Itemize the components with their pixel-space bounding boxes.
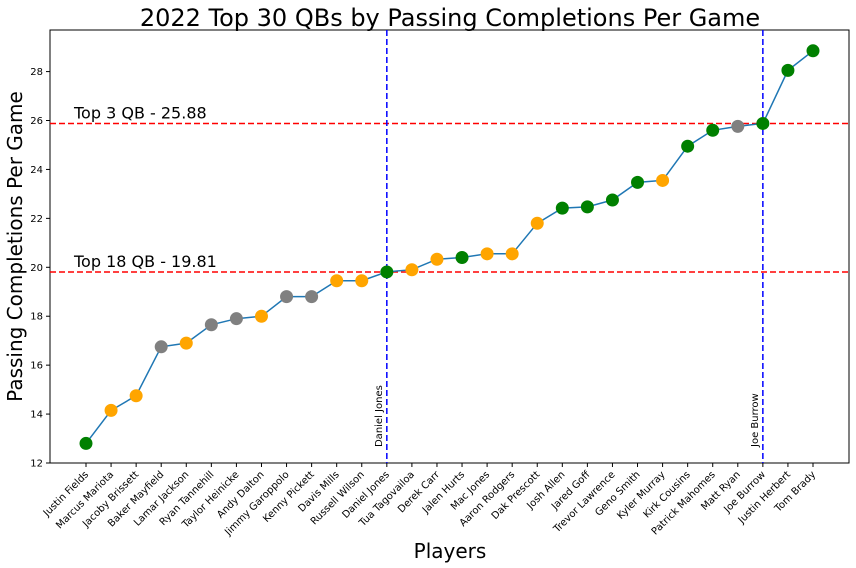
data-point bbox=[580, 200, 594, 214]
data-point bbox=[455, 251, 469, 265]
x-axis-label: Players bbox=[414, 539, 487, 563]
data-point bbox=[430, 252, 444, 266]
data-point bbox=[179, 336, 193, 350]
data-point bbox=[505, 247, 519, 261]
y-tick-label: 28 bbox=[30, 67, 43, 78]
data-point bbox=[380, 265, 394, 279]
vline-label: Daniel Jones bbox=[374, 385, 385, 447]
data-point bbox=[530, 216, 544, 230]
data-point bbox=[756, 116, 770, 130]
data-point bbox=[254, 309, 268, 323]
y-tick-label: 16 bbox=[30, 361, 43, 372]
y-tick-label: 18 bbox=[30, 312, 43, 323]
data-point bbox=[806, 44, 820, 58]
y-tick-label: 22 bbox=[30, 214, 43, 225]
y-tick-label: 20 bbox=[30, 263, 43, 274]
chart-title: 2022 Top 30 QBs by Passing Completions P… bbox=[140, 4, 760, 32]
data-point bbox=[355, 274, 369, 288]
y-tick-label: 24 bbox=[30, 165, 43, 176]
data-point bbox=[706, 123, 720, 137]
hline-label: Top 3 QB - 25.88 bbox=[73, 103, 207, 122]
data-point bbox=[154, 340, 168, 354]
data-point bbox=[104, 403, 118, 417]
data-point bbox=[330, 274, 344, 288]
hline-label: Top 18 QB - 19.81 bbox=[73, 252, 217, 271]
data-point bbox=[656, 173, 670, 187]
data-point bbox=[129, 389, 143, 403]
y-tick-label: 26 bbox=[30, 116, 43, 127]
data-point bbox=[781, 63, 795, 77]
y-tick-label: 12 bbox=[30, 459, 43, 470]
data-point bbox=[631, 175, 645, 189]
data-point bbox=[405, 263, 419, 277]
vline-label: Joe Burrow bbox=[750, 393, 761, 448]
data-point bbox=[681, 139, 695, 153]
data-point bbox=[79, 436, 93, 450]
data-point bbox=[305, 290, 319, 304]
data-point bbox=[280, 290, 294, 304]
data-point bbox=[229, 312, 243, 326]
data-point bbox=[555, 201, 569, 215]
data-point bbox=[731, 119, 745, 133]
y-axis-label: Passing Completions Per Game bbox=[3, 91, 27, 402]
data-point bbox=[605, 193, 619, 207]
data-point bbox=[480, 247, 494, 261]
data-point bbox=[204, 318, 218, 332]
y-tick-label: 14 bbox=[30, 410, 43, 421]
plot-frame bbox=[49, 29, 850, 464]
